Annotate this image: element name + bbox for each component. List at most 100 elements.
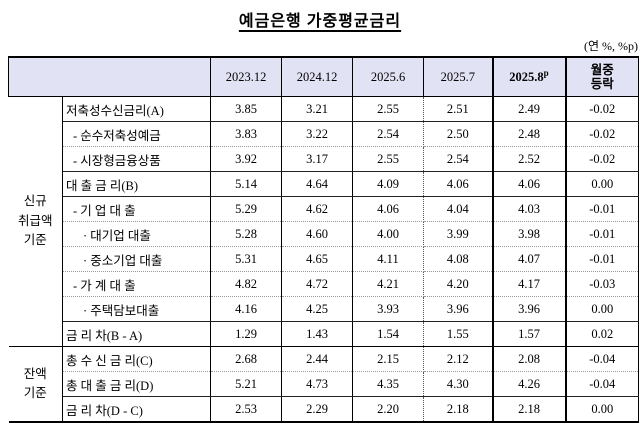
value-cell: 4.21 — [352, 271, 424, 297]
value-cell: 4.17 — [491, 271, 567, 297]
column-header-2025-8-provisional: 2025.8p — [491, 56, 567, 97]
value-cell: 2.29 — [281, 396, 353, 423]
value-cell: 4.30 — [423, 371, 493, 397]
value-cell: -0.01 — [565, 246, 639, 272]
current-column-label: 2025.8 — [509, 70, 544, 85]
value-cell: -0.04 — [565, 346, 639, 372]
table-row: · 주택담보대출 4.16 4.25 3.93 3.96 3.96 0.00 — [9, 296, 639, 322]
value-cell: 4.20 — [423, 271, 493, 297]
value-cell: 1.55 — [423, 321, 493, 347]
table-row: - 시장형금융상품 3.92 3.17 2.55 2.54 2.52 -0.02 — [9, 146, 639, 172]
value-cell: 2.20 — [352, 396, 424, 423]
value-cell: 3.96 — [491, 296, 567, 322]
value-cell: 2.54 — [352, 121, 424, 147]
value-cell: 2.08 — [491, 346, 567, 372]
row-label: - 가 계 대 출 — [62, 271, 211, 297]
value-cell: 4.09 — [352, 171, 424, 197]
value-cell: 4.06 — [352, 196, 424, 222]
value-cell: -0.01 — [565, 221, 639, 247]
value-cell: -0.01 — [565, 196, 639, 222]
row-label: - 순수저축성예금 — [62, 121, 211, 147]
value-cell: 4.26 — [491, 371, 567, 397]
page-title: 예금은행 가중평균금리 — [238, 13, 402, 30]
table-row: 신규 취급액 기준 저축성수신금리(A) 3.85 3.21 2.55 2.51… — [8, 96, 639, 347]
value-cell: 0.00 — [565, 171, 639, 197]
value-cell: 5.14 — [210, 171, 282, 197]
table-row: - 기 업 대 출 5.29 4.62 4.06 4.04 4.03 -0.01 — [9, 196, 639, 222]
column-header-2023-12: 2023.12 — [210, 56, 282, 97]
value-cell: -0.02 — [565, 146, 639, 172]
value-cell: -0.04 — [565, 371, 639, 397]
row-label: · 주택담보대출 — [62, 296, 211, 322]
value-cell: 2.18 — [491, 396, 567, 423]
row-label: 금 리 차(D - C) — [62, 396, 211, 423]
value-cell: 2.44 — [281, 346, 353, 372]
row-label: 총 수 신 금 리(C) — [62, 346, 211, 372]
value-cell: -0.03 — [565, 271, 639, 297]
value-cell: 5.29 — [210, 196, 282, 222]
value-cell: -0.02 — [565, 121, 639, 147]
value-cell: 4.06 — [491, 171, 567, 197]
value-cell: 2.55 — [352, 146, 424, 172]
value-cell: 1.57 — [491, 321, 567, 347]
value-cell: 4.60 — [281, 221, 353, 247]
value-cell: 3.17 — [281, 146, 353, 172]
value-cell: 1.54 — [352, 321, 424, 347]
row-label: - 기 업 대 출 — [62, 196, 211, 222]
unit-label: (연 %, %p) — [583, 39, 638, 53]
value-cell: 3.83 — [210, 121, 282, 147]
table-row: 총 대 출 금 리(D) 5.21 4.73 4.35 4.30 4.26 -0… — [9, 371, 639, 397]
table-row: - 가 계 대 출 4.82 4.72 4.21 4.20 4.17 -0.03 — [9, 271, 639, 297]
header-row: 2023.12 2024.12 2025.6 2025.7 2025.8p 월중… — [8, 56, 639, 97]
value-cell: 2.55 — [352, 96, 424, 122]
weighted-average-rate-table: 2023.12 2024.12 2025.6 2025.7 2025.8p 월중… — [8, 56, 639, 423]
row-label: 총 대 출 금 리(D) — [62, 371, 211, 397]
value-cell: 0.00 — [565, 396, 639, 423]
value-cell: 4.11 — [352, 246, 424, 272]
column-header-2025-6: 2025.6 — [352, 56, 424, 97]
value-cell: 3.85 — [210, 96, 282, 122]
value-cell: 4.73 — [281, 371, 353, 397]
value-cell: 5.21 — [210, 371, 282, 397]
value-cell: 4.00 — [352, 221, 424, 247]
value-cell: -0.02 — [565, 96, 639, 122]
value-cell: 2.15 — [352, 346, 424, 372]
table-row: · 중소기업 대출 5.31 4.65 4.11 4.08 4.07 -0.01 — [9, 246, 639, 272]
value-cell: 2.52 — [491, 146, 567, 172]
value-cell: 3.93 — [352, 296, 424, 322]
group-label-outstanding: 잔액 기준 — [8, 346, 63, 423]
value-cell: 4.35 — [352, 371, 424, 397]
value-cell: 4.62 — [281, 196, 353, 222]
value-cell: 4.16 — [210, 296, 282, 322]
table-row: 금 리 차(B - A) 1.29 1.43 1.54 1.55 1.57 0.… — [9, 321, 639, 347]
value-cell: 2.53 — [210, 396, 282, 423]
value-cell: 2.54 — [423, 146, 493, 172]
value-cell: 4.64 — [281, 171, 353, 197]
table-row: · 대기업 대출 5.28 4.60 4.00 3.99 3.98 -0.01 — [9, 221, 639, 247]
row-label: · 중소기업 대출 — [62, 246, 211, 272]
value-cell: 2.18 — [423, 396, 493, 423]
value-cell: 4.65 — [281, 246, 353, 272]
value-cell: 4.03 — [491, 196, 567, 222]
column-header-2025-7: 2025.7 — [423, 56, 493, 97]
value-cell: 4.07 — [491, 246, 567, 272]
row-label: 금 리 차(B - A) — [62, 321, 211, 347]
value-cell: 2.51 — [423, 96, 493, 122]
row-label: 저축성수신금리(A) — [62, 96, 211, 122]
table-row: 금 리 차(D - C) 2.53 2.29 2.20 2.18 2.18 0.… — [9, 396, 639, 423]
value-cell: 4.82 — [210, 271, 282, 297]
column-header-monthly-change: 월중 등락 — [565, 56, 639, 97]
value-cell: 2.49 — [491, 96, 567, 122]
value-cell: 5.31 — [210, 246, 282, 272]
value-cell: 2.12 — [423, 346, 493, 372]
value-cell: 3.98 — [491, 221, 567, 247]
value-cell: 4.04 — [423, 196, 493, 222]
value-cell: 0.00 — [565, 296, 639, 322]
group-label-new-transactions: 신규 취급액 기준 — [8, 96, 63, 347]
row-label: - 시장형금융상품 — [62, 146, 211, 172]
value-cell: 3.96 — [423, 296, 493, 322]
provisional-superscript: p — [543, 68, 549, 79]
corner-cell — [8, 56, 211, 97]
row-label: 대 출 금 리(B) — [62, 171, 211, 197]
